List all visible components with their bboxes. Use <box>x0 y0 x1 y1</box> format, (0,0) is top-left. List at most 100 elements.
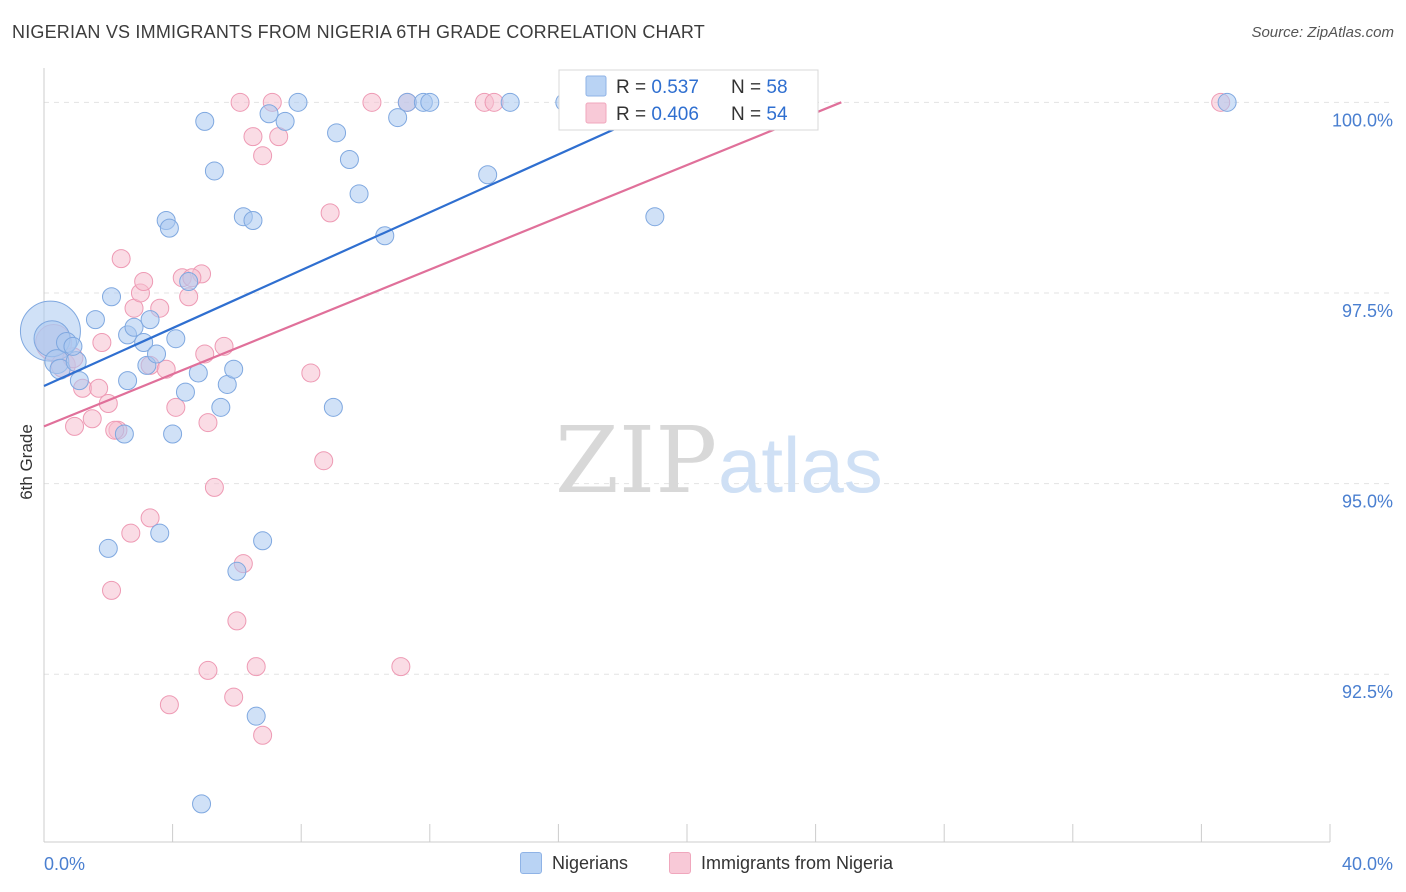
nigerians-point <box>327 123 347 143</box>
r-value-blue: 0.537 <box>651 77 699 98</box>
watermark-atlas: atlas <box>718 421 883 509</box>
nigerians-point <box>63 336 83 356</box>
nigerians-point <box>388 108 408 128</box>
nigerians-point <box>275 111 295 131</box>
immigrants-point <box>102 580 122 600</box>
stats-legend-swatch-pink <box>585 102 607 124</box>
nigerians-point <box>98 538 118 558</box>
nigerians-point <box>397 92 417 112</box>
nigerians-point <box>288 92 308 112</box>
immigrants-point <box>224 687 244 707</box>
nigerians-point <box>124 317 144 337</box>
series-nigerians-points <box>19 92 1237 814</box>
svg-text:N = 58: N = 58 <box>731 77 788 98</box>
nigerians-point <box>227 561 247 581</box>
immigrants-point <box>391 657 411 677</box>
immigrants-point <box>320 203 340 223</box>
nigerians-point <box>140 310 160 330</box>
immigrants-point <box>134 272 154 292</box>
immigrants-point <box>89 378 109 398</box>
nigerians-point <box>204 161 224 181</box>
nigerians-point <box>339 150 359 170</box>
immigrants-trend-line <box>43 101 842 428</box>
y-tick-label: 100.0% <box>1332 110 1393 130</box>
chart-title: NIGERIAN VS IMMIGRANTS FROM NIGERIA 6TH … <box>12 22 706 42</box>
immigrants-point <box>92 333 112 353</box>
tick-labels: 92.5% 95.0% 97.5% 100.0% 0.0% 40.0% <box>44 110 1393 874</box>
nigerians-point <box>69 371 89 391</box>
immigrants-point <box>246 657 266 677</box>
immigrants-point <box>159 695 179 715</box>
svg-text:N = 54: N = 54 <box>731 104 788 125</box>
nigerians-point <box>420 92 440 112</box>
nigerians-point <box>85 310 105 330</box>
source-label: Source: ZipAtlas.com <box>1251 24 1394 41</box>
grid-lines <box>44 101 1392 675</box>
nigerians-point <box>500 92 520 112</box>
immigrants-point <box>301 363 321 383</box>
nigerians-point <box>118 371 138 391</box>
nigerians-point <box>159 218 179 238</box>
immigrants-point <box>166 397 186 417</box>
trend-lines <box>43 101 842 428</box>
r-value-pink: 0.406 <box>651 104 699 125</box>
nigerians-point <box>645 207 665 227</box>
immigrants-point <box>362 92 382 112</box>
immigrants-point <box>484 92 504 112</box>
n-value-blue: 58 <box>766 77 787 98</box>
nigerians-point <box>166 329 186 349</box>
nigerians-point <box>192 794 212 814</box>
n-value-pink: 54 <box>766 104 788 125</box>
legend-label-nigerians: Nigerians <box>552 852 629 873</box>
immigrants-point <box>230 92 250 112</box>
legend-swatch-blue <box>520 852 542 874</box>
legend-item-nigerians[interactable]: Nigerians <box>520 852 628 874</box>
legend-item-immigrants[interactable]: Immigrants from Nigeria <box>669 852 893 874</box>
nigerians-point <box>243 211 263 231</box>
nigerians-point <box>253 531 273 551</box>
immigrants-point <box>121 523 141 543</box>
legend-label-immigrants: Immigrants from Nigeria <box>701 852 894 873</box>
nigerians-point <box>163 424 183 444</box>
nigerians-point <box>147 344 167 364</box>
stats-legend: R = 0.537 N = 58 R = 0.406 N = 54 <box>558 69 819 131</box>
series-legend: Nigerians Immigrants from Nigeria <box>0 852 1406 878</box>
nigerians-point <box>259 104 279 124</box>
immigrants-point <box>253 725 273 745</box>
immigrants-point <box>198 660 218 680</box>
nigerians-point <box>1217 92 1237 112</box>
n-label-blue: N = <box>731 77 766 98</box>
immigrants-point <box>253 146 273 166</box>
nigerians-point <box>478 165 498 185</box>
immigrants-point <box>243 127 263 147</box>
legend-swatch-pink <box>669 852 691 874</box>
nigerians-point <box>102 287 122 307</box>
nigerians-point <box>349 184 369 204</box>
r-label-pink: R = <box>616 104 651 125</box>
nigerians-point <box>150 523 170 543</box>
svg-text:R = 0.406: R = 0.406 <box>616 104 699 125</box>
x-tick-label-max: 40.0% <box>1342 854 1393 874</box>
y-axis-label: 6th Grade <box>17 424 36 500</box>
nigerians-point <box>211 397 231 417</box>
immigrants-point <box>198 413 218 433</box>
immigrants-point <box>156 359 176 379</box>
y-tick-label: 97.5% <box>1342 301 1393 321</box>
immigrants-point <box>140 508 160 528</box>
nigerians-point <box>175 382 195 402</box>
immigrants-point <box>65 416 85 436</box>
nigerians-point <box>323 397 343 417</box>
nigerians-point <box>246 706 266 726</box>
immigrants-point <box>227 611 247 631</box>
y-tick-label: 92.5% <box>1342 682 1393 702</box>
nigerians-point <box>114 424 134 444</box>
nigerians-point <box>195 111 215 131</box>
nigerians-point <box>224 359 244 379</box>
immigrants-point <box>314 451 334 471</box>
nigerians-point <box>179 272 199 292</box>
immigrants-point <box>111 249 131 269</box>
stats-legend-swatch-blue <box>585 75 607 97</box>
r-label-blue: R = <box>616 77 651 98</box>
x-tick-label-min: 0.0% <box>44 854 85 874</box>
